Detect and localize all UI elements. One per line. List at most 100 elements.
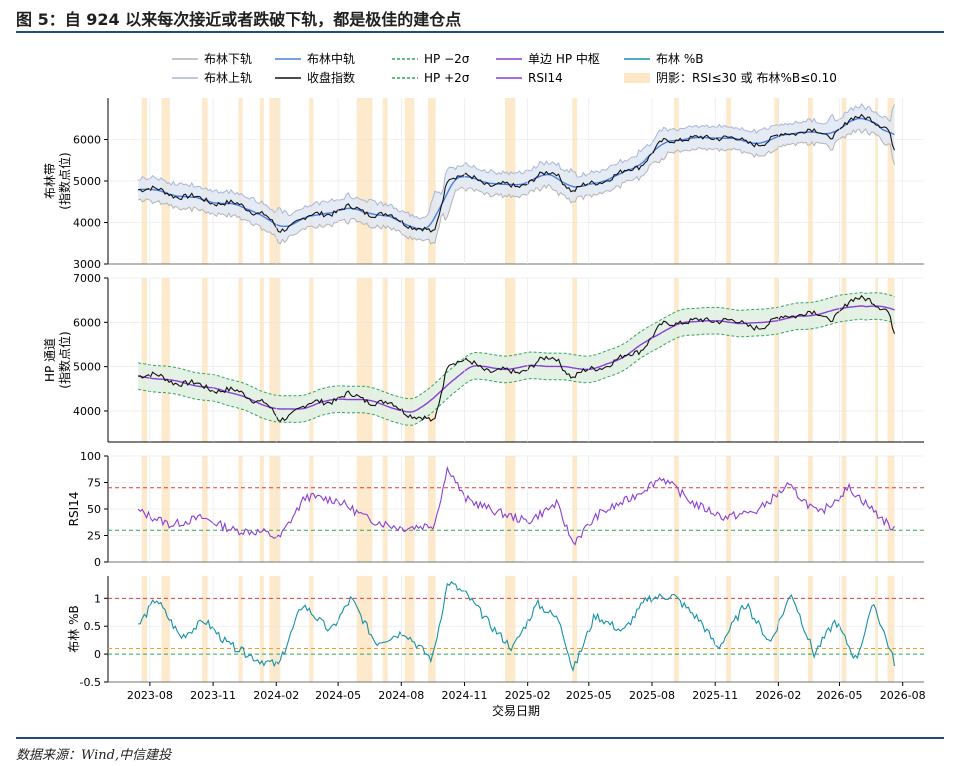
shade-band-7-3 xyxy=(356,576,373,682)
legend-label: 单边 HP 中枢 xyxy=(528,51,600,66)
shade-band-12-3 xyxy=(572,576,578,682)
shade-band-13-3 xyxy=(673,576,679,682)
series-hp-lower xyxy=(138,318,895,426)
x-tick-label: 2024-05 xyxy=(315,689,361,702)
y-tick-label: 25 xyxy=(87,530,101,543)
source-note: 数据来源：Wind,中信建投 xyxy=(16,748,172,763)
legend-label: 布林 %B xyxy=(656,52,703,66)
x-tick-label: 2026-05 xyxy=(817,689,863,702)
legend-label: 布林上轨 xyxy=(204,71,252,85)
shade-band-18-3 xyxy=(875,576,878,682)
shade-band-9-3 xyxy=(404,576,415,682)
series-close-p1 xyxy=(138,113,896,233)
y-tick-label: 5000 xyxy=(73,175,101,188)
series-boll-lower xyxy=(138,128,895,245)
legend: 布林下轨 布林中轨 HP −2σ 单边 HP 中枢 布林 %B 布林上轨 收盘指数 HP +2… xyxy=(172,51,837,85)
series-rsi xyxy=(137,465,895,546)
legend-label: 阴影：RSI≤30 或 布林%B≤0.10 xyxy=(656,71,837,85)
shade-band-5-3 xyxy=(269,576,281,682)
shade-band-6-1 xyxy=(309,278,314,442)
shade-band-18-1 xyxy=(875,278,878,442)
y-tick-label: 75 xyxy=(87,477,101,490)
y-tick-label: 1 xyxy=(94,592,101,605)
y-axis-label: RSI14 xyxy=(67,492,81,527)
shade-band-3-1 xyxy=(238,278,243,442)
y-tick-label: 100 xyxy=(80,450,101,463)
shade-band-14-1 xyxy=(726,278,731,442)
x-tick-label: 2025-02 xyxy=(505,689,551,702)
shade-band-0-3 xyxy=(141,576,148,682)
legend-patch xyxy=(624,73,650,83)
shade-band-15-3 xyxy=(774,576,780,682)
legend-label: HP +2σ xyxy=(424,71,470,85)
x-tick-label: 2025-08 xyxy=(629,689,675,702)
shade-band-5-1 xyxy=(269,278,281,442)
shade-band-11-3 xyxy=(505,576,516,682)
panel-2: 0 25 50 75 100 RSI14 xyxy=(67,450,924,569)
x-tick-label: 2026-02 xyxy=(755,689,801,702)
shade-band-19-1 xyxy=(887,278,895,442)
y-tick-label: 4000 xyxy=(73,405,101,418)
x-axis: 2023-08 2023-11 2024-02 2024-05 2024-08 2024-… xyxy=(127,98,926,718)
x-tick-label: 2024-11 xyxy=(442,689,488,702)
x-tick-label: 2023-11 xyxy=(190,689,236,702)
y-axis-label: 布林带(指数点位) xyxy=(43,152,72,209)
y-tick-label: 0.5 xyxy=(84,620,102,633)
series-pctb xyxy=(138,580,896,672)
shade-band-6-3 xyxy=(309,576,314,682)
legend-label: 布林下轨 xyxy=(204,52,252,66)
x-axis-label: 交易日期 xyxy=(492,703,540,718)
shade-band-13-1 xyxy=(673,278,679,442)
x-tick-label: 2024-08 xyxy=(378,689,424,702)
y-tick-label: 6000 xyxy=(73,316,101,329)
shade-band-14-3 xyxy=(726,576,731,682)
shade-band-15-1 xyxy=(774,278,780,442)
shade-band-2-3 xyxy=(202,576,208,682)
shade-band-9-1 xyxy=(404,278,415,442)
x-tick-label: 2024-02 xyxy=(253,689,299,702)
y-tick-label: 7000 xyxy=(73,272,101,285)
hp-fill xyxy=(138,292,895,426)
y-tick-label: -0.5 xyxy=(80,676,101,689)
x-tick-label: 2025-05 xyxy=(566,689,612,702)
y-tick-label: 0 xyxy=(94,648,101,661)
panel-3: -0.5 0 0.5 1 布林 %B xyxy=(67,576,924,689)
y-tick-label: 5000 xyxy=(73,361,101,374)
shade-band-1-1 xyxy=(161,278,170,442)
y-tick-label: 0 xyxy=(94,556,101,569)
shade-band-4-3 xyxy=(259,576,264,682)
y-axis-label: 布林 %B xyxy=(67,605,81,652)
shade-band-1-3 xyxy=(161,576,170,682)
y-axis-label: HP 通道(指数点位) xyxy=(43,331,72,388)
shade-band-10-3 xyxy=(428,576,436,682)
series-boll-mid xyxy=(138,117,895,230)
y-tick-label: 50 xyxy=(87,503,101,516)
x-tick-label: 2023-08 xyxy=(127,689,173,702)
shade-band-0-1 xyxy=(141,278,148,442)
legend-label: 收盘指数 xyxy=(307,70,355,85)
shade-band-10-1 xyxy=(428,278,436,442)
legend-label: 布林中轨 xyxy=(307,51,355,66)
shade-band-19-3 xyxy=(887,576,895,682)
shade-band-4-1 xyxy=(259,278,264,442)
shade-band-2-1 xyxy=(202,278,208,442)
y-tick-label: 3000 xyxy=(73,258,101,271)
panel-1: 4000 5000 6000 7000 HP 通道(指数点位) xyxy=(43,272,924,443)
x-tick-label: 2026-08 xyxy=(880,689,926,702)
shade-band-8-1 xyxy=(382,278,388,442)
shade-band-3-3 xyxy=(238,576,243,682)
series-boll-upper xyxy=(138,102,895,220)
y-tick-label: 4000 xyxy=(73,217,101,230)
panels: 3000400050006000布林带(指数点位)400050006000700… xyxy=(43,98,924,689)
y-tick-label: 6000 xyxy=(73,134,101,147)
shade-band-7-1 xyxy=(356,278,373,442)
series-close-p2 xyxy=(138,294,896,422)
legend-label: HP −2σ xyxy=(424,52,470,66)
series-hp-upper xyxy=(138,292,895,400)
shade-band-8-3 xyxy=(382,576,388,682)
bollinger-fill xyxy=(138,103,895,244)
title-rule xyxy=(16,31,944,33)
series-hp-mid xyxy=(138,305,895,413)
legend-label: RSI14 xyxy=(528,71,563,85)
